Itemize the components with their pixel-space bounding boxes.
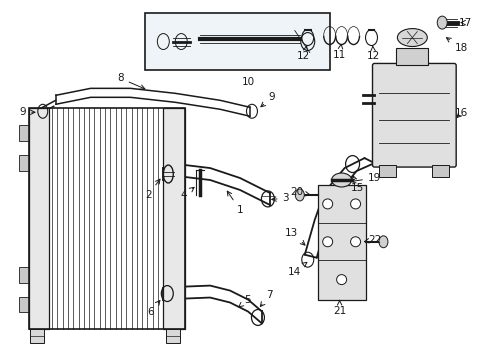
Bar xyxy=(29,108,185,329)
Ellipse shape xyxy=(295,189,304,201)
Bar xyxy=(145,13,329,71)
Ellipse shape xyxy=(331,173,351,187)
Text: 13: 13 xyxy=(285,228,305,245)
Text: 4: 4 xyxy=(181,187,194,200)
Text: 16: 16 xyxy=(454,108,467,118)
Text: 8: 8 xyxy=(117,73,144,89)
Text: 10: 10 xyxy=(241,77,254,87)
Text: 5: 5 xyxy=(238,294,251,307)
Text: 12: 12 xyxy=(297,46,310,62)
Bar xyxy=(29,108,49,329)
Bar xyxy=(163,108,185,329)
Text: 21: 21 xyxy=(332,301,346,316)
Text: 2: 2 xyxy=(145,179,160,200)
Text: 12: 12 xyxy=(366,46,379,62)
Bar xyxy=(19,125,29,141)
Text: 6: 6 xyxy=(147,301,160,318)
Text: 15: 15 xyxy=(350,176,364,193)
Circle shape xyxy=(336,275,346,285)
Bar xyxy=(396,48,427,66)
FancyBboxPatch shape xyxy=(372,63,455,167)
Bar xyxy=(19,155,29,171)
Text: 1: 1 xyxy=(227,191,243,215)
Circle shape xyxy=(322,237,332,247)
Ellipse shape xyxy=(378,236,387,248)
Text: 17: 17 xyxy=(458,18,471,28)
Text: 9: 9 xyxy=(260,92,275,107)
Text: 20: 20 xyxy=(290,187,309,197)
Text: 14: 14 xyxy=(287,262,306,276)
Bar xyxy=(431,165,448,177)
Bar xyxy=(19,267,29,283)
Text: 7: 7 xyxy=(260,289,273,306)
Text: 18: 18 xyxy=(446,38,467,53)
Text: 3: 3 xyxy=(271,193,288,203)
Ellipse shape xyxy=(397,28,427,46)
Bar xyxy=(166,329,180,343)
Circle shape xyxy=(322,199,332,209)
Bar xyxy=(379,165,396,177)
Ellipse shape xyxy=(436,16,447,29)
Bar xyxy=(19,297,29,312)
Text: 9: 9 xyxy=(20,107,35,117)
Bar xyxy=(317,185,365,300)
Bar xyxy=(30,329,44,343)
Circle shape xyxy=(350,199,360,209)
Text: 11: 11 xyxy=(332,44,346,60)
Text: 19: 19 xyxy=(351,173,380,183)
Text: 22: 22 xyxy=(364,235,380,245)
Circle shape xyxy=(350,237,360,247)
